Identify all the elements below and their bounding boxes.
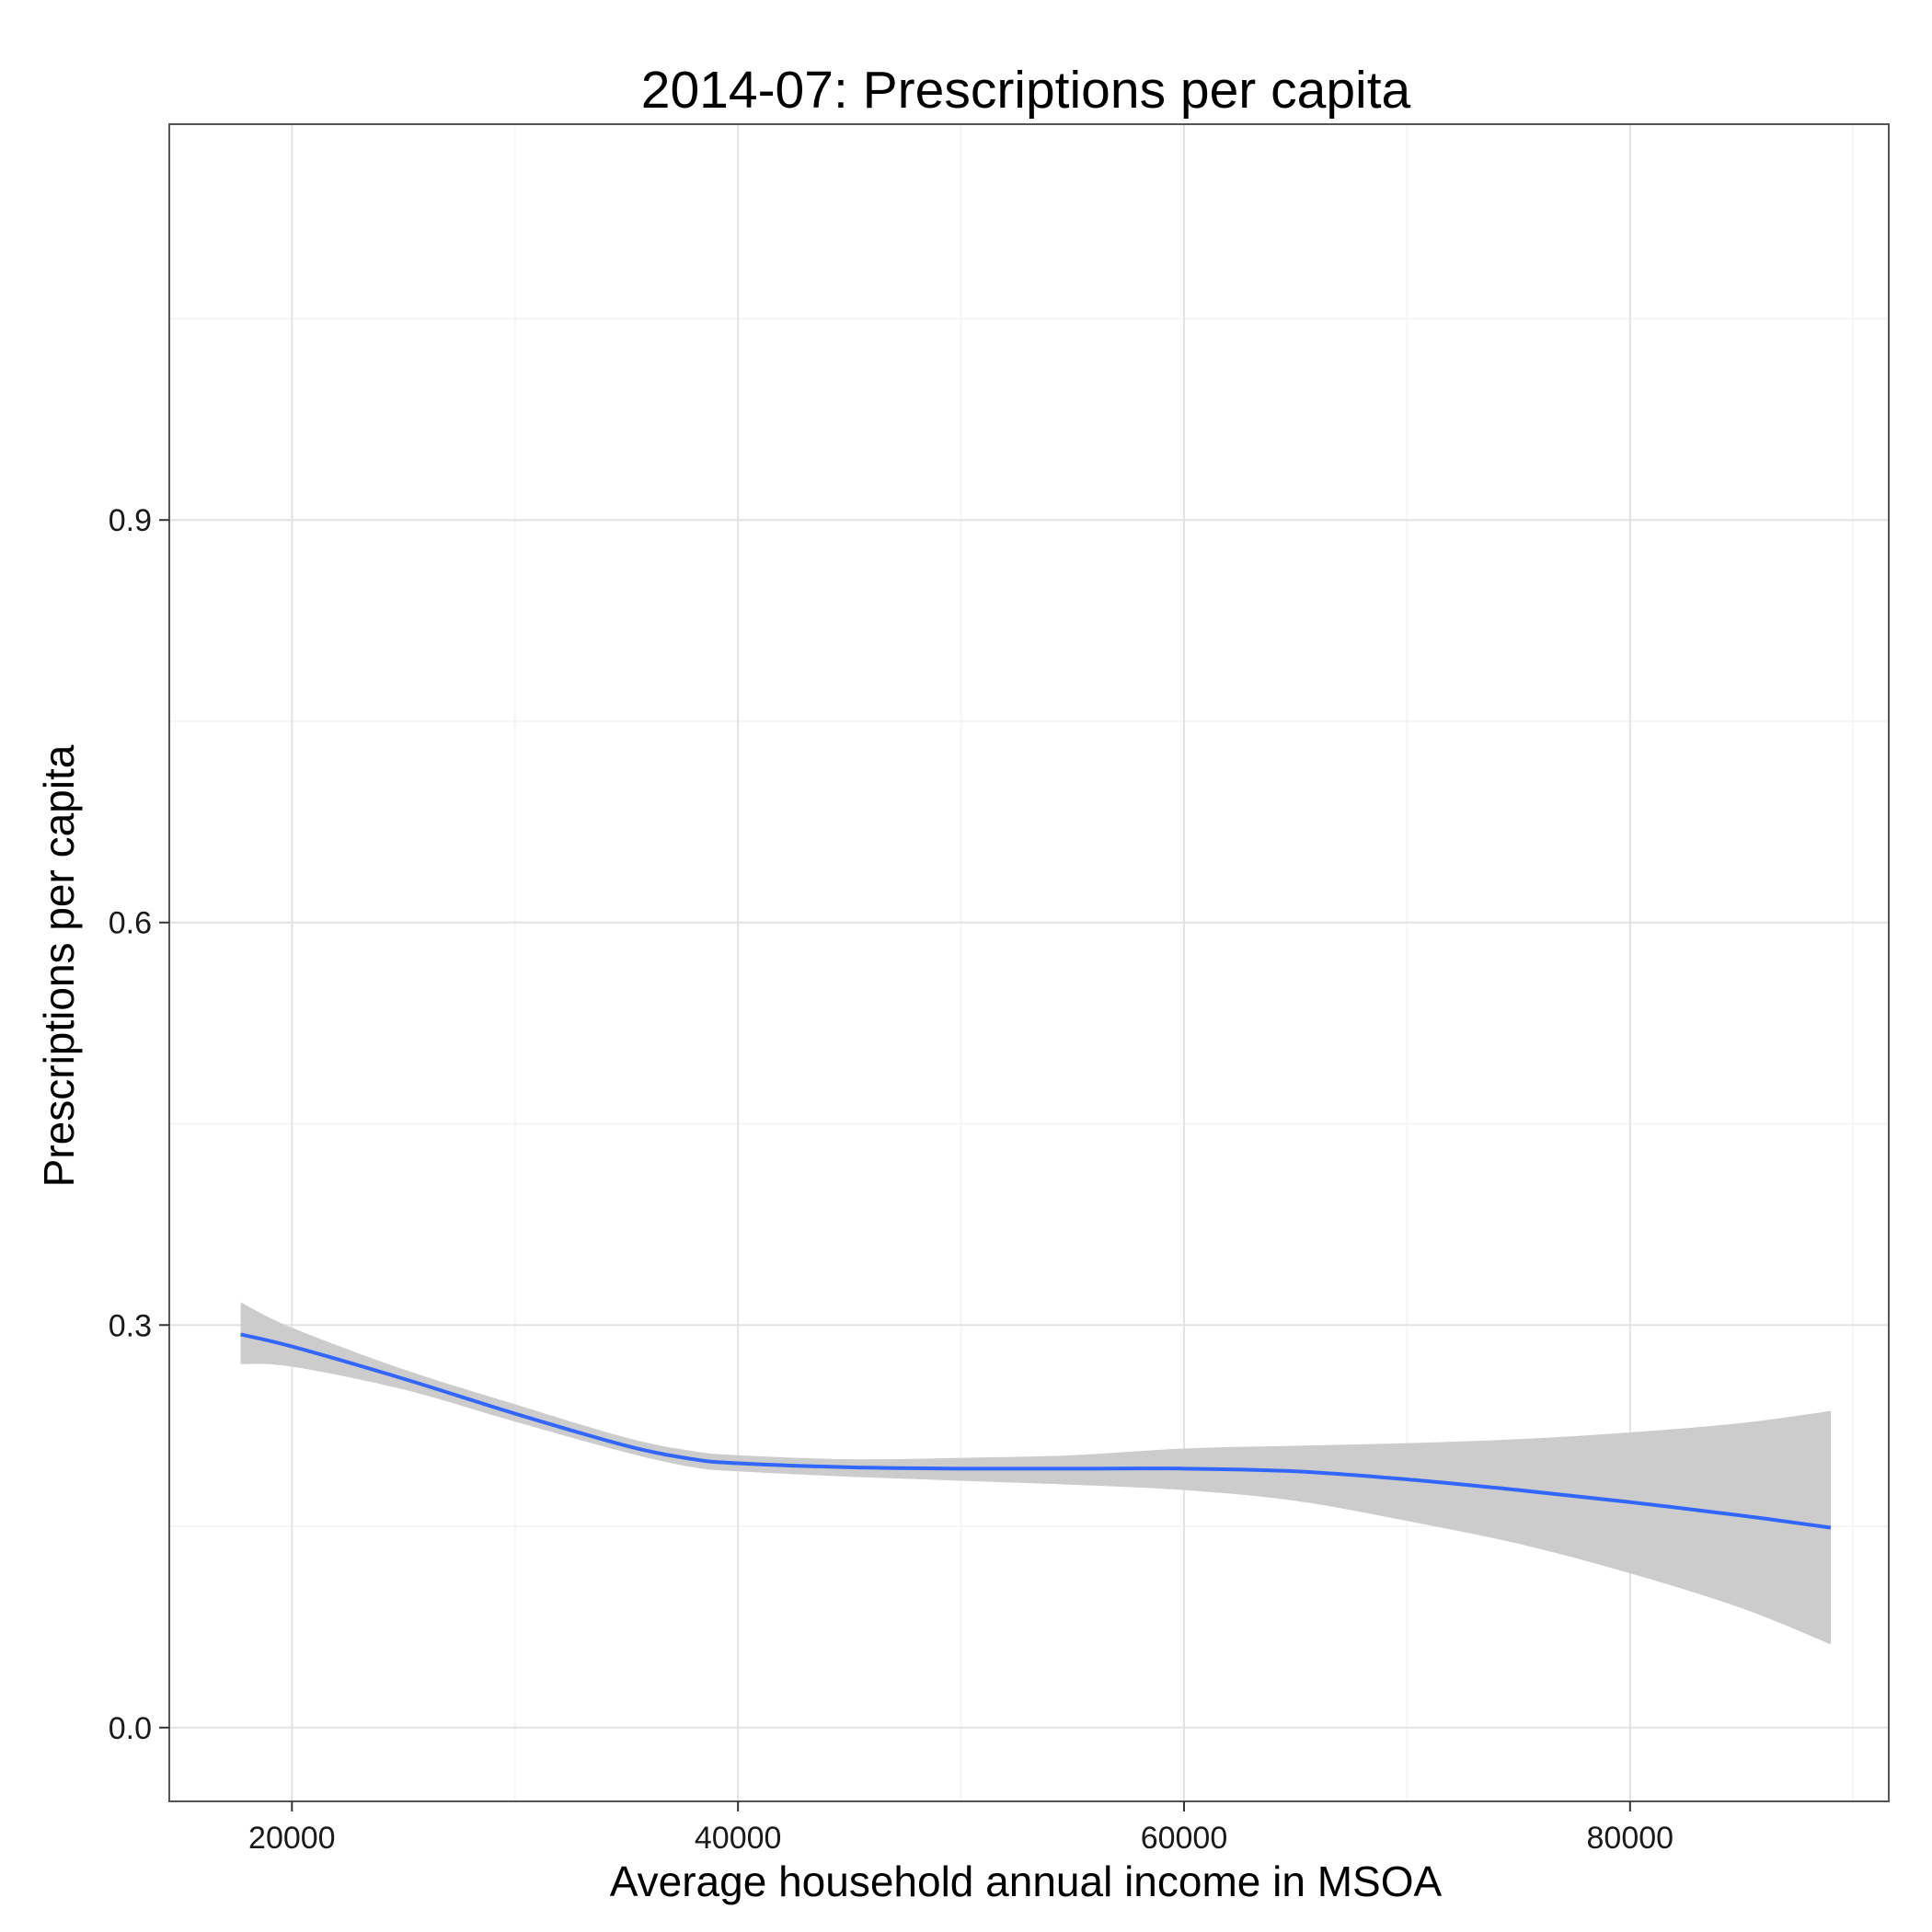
panel-border (168, 123, 1890, 1802)
confidence-band (240, 1302, 1831, 1645)
x-tick-label: 20000 (248, 1821, 336, 1856)
y-tick-label: 0.9 (109, 503, 152, 538)
y-axis-title: Prescriptions per capita (35, 744, 83, 1187)
x-axis-title: Average household annual income in MSOA (610, 1857, 1443, 1905)
axes: 20000 40000 60000 80000 0.0 0.3 0.6 0.9 (109, 503, 1673, 1856)
confidence-band-layer (240, 1302, 1831, 1645)
x-tick-label: 60000 (1141, 1821, 1228, 1856)
x-tick-label: 80000 (1587, 1821, 1674, 1856)
trend-line (240, 1332, 1832, 1530)
y-tick-label: 0.0 (109, 1711, 152, 1746)
y-tick-label: 0.6 (109, 906, 152, 941)
grid (169, 124, 1889, 1801)
x-tick-label: 40000 (695, 1821, 782, 1856)
chart-title: 2014-07: Prescriptions per capita (641, 61, 1411, 120)
trend-line-layer (240, 1332, 1832, 1530)
y-tick-label: 0.3 (109, 1308, 152, 1343)
